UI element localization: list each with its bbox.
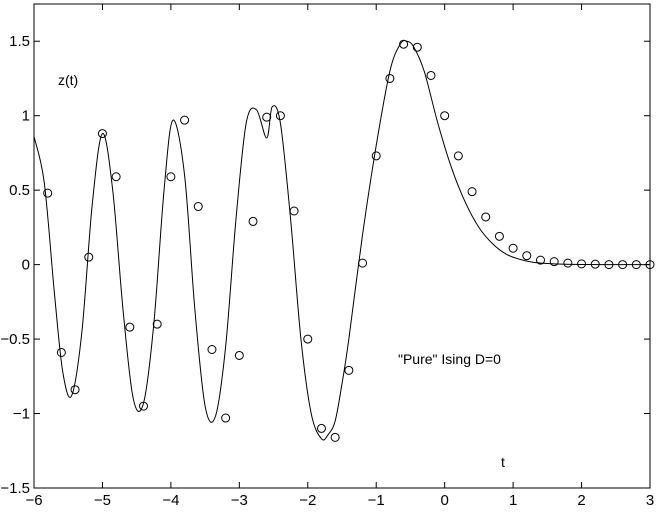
data-point-marker <box>481 212 491 222</box>
data-point-marker <box>344 365 354 375</box>
data-point-marker <box>590 259 600 269</box>
axis-ticks <box>33 4 651 489</box>
data-point-marker <box>262 112 272 122</box>
data-point-marker <box>440 111 450 121</box>
data-point-marker <box>275 111 285 121</box>
data-point-marker <box>193 202 203 212</box>
data-point-marker <box>426 70 436 80</box>
data-point-marker <box>604 260 614 270</box>
x-tick-label: −2 <box>299 492 316 509</box>
x-tick-label: −4 <box>162 492 179 509</box>
x-tick-label: −5 <box>94 492 111 509</box>
x-tick-label: −1 <box>368 492 385 509</box>
data-point-marker <box>563 258 573 268</box>
data-point-marker <box>234 350 244 360</box>
data-point-marker <box>56 347 66 357</box>
annotation-pure-ising: "Pure" Ising D=0 <box>398 351 501 367</box>
data-point-marker <box>166 172 176 182</box>
data-point-marker <box>412 42 422 52</box>
y-axis-label: z(t) <box>58 72 78 88</box>
data-point-marker <box>385 73 395 83</box>
data-point-marker <box>303 334 313 344</box>
y-tick-label: 0 <box>22 257 30 274</box>
data-point-marker <box>631 260 641 270</box>
data-point-marker <box>139 401 149 411</box>
data-point-marker <box>316 423 326 433</box>
data-point-marker <box>399 39 409 49</box>
y-tick-label: −1 <box>13 406 30 423</box>
y-tick-label: 0.5 <box>9 182 30 199</box>
axis-tick-labels: −6 −5 −4 −3 −2 −1 0 1 2 3 −1.5 −1 −0.5 0 0.5 1 1.5 <box>0 33 654 509</box>
data-point-marker <box>535 255 545 265</box>
data-point-marker <box>70 385 80 395</box>
data-point-marker <box>522 251 532 261</box>
data-point-marker <box>330 432 340 442</box>
y-tick-label: −0.5 <box>0 331 30 348</box>
data-point-marker <box>207 345 217 355</box>
data-point-marker <box>180 115 190 125</box>
data-point-marker <box>618 260 628 270</box>
data-point-marker <box>84 252 94 262</box>
data-point-marker <box>358 258 368 268</box>
x-tick-label: −3 <box>231 492 248 509</box>
data-point-marker <box>221 413 231 423</box>
data-point-marker <box>645 260 655 270</box>
x-tick-label: 0 <box>440 492 448 509</box>
x-tick-label: 3 <box>646 492 654 509</box>
series-markers <box>43 39 655 442</box>
data-point-marker <box>43 188 53 198</box>
data-point-marker <box>111 172 121 182</box>
data-point-marker <box>549 257 559 267</box>
data-point-marker <box>453 151 463 161</box>
x-tick-label: 2 <box>577 492 585 509</box>
data-point-marker <box>289 206 299 216</box>
series-line <box>33 40 651 441</box>
y-tick-label: 1.5 <box>9 33 30 50</box>
x-tick-label: 1 <box>509 492 517 509</box>
data-point-marker <box>371 151 381 161</box>
x-tick-label: −6 <box>25 492 42 509</box>
y-tick-label: −1.5 <box>0 480 30 497</box>
data-point-marker <box>577 259 587 269</box>
data-point-marker <box>508 243 518 253</box>
x-axis-label: t <box>501 454 505 470</box>
data-point-marker <box>97 129 107 139</box>
data-point-marker <box>248 216 258 226</box>
plot-frame <box>33 3 651 489</box>
y-tick-label: 1 <box>22 108 30 125</box>
data-point-marker <box>494 231 504 241</box>
data-point-marker <box>125 322 135 332</box>
data-point-marker <box>467 187 477 197</box>
data-point-marker <box>152 319 162 329</box>
